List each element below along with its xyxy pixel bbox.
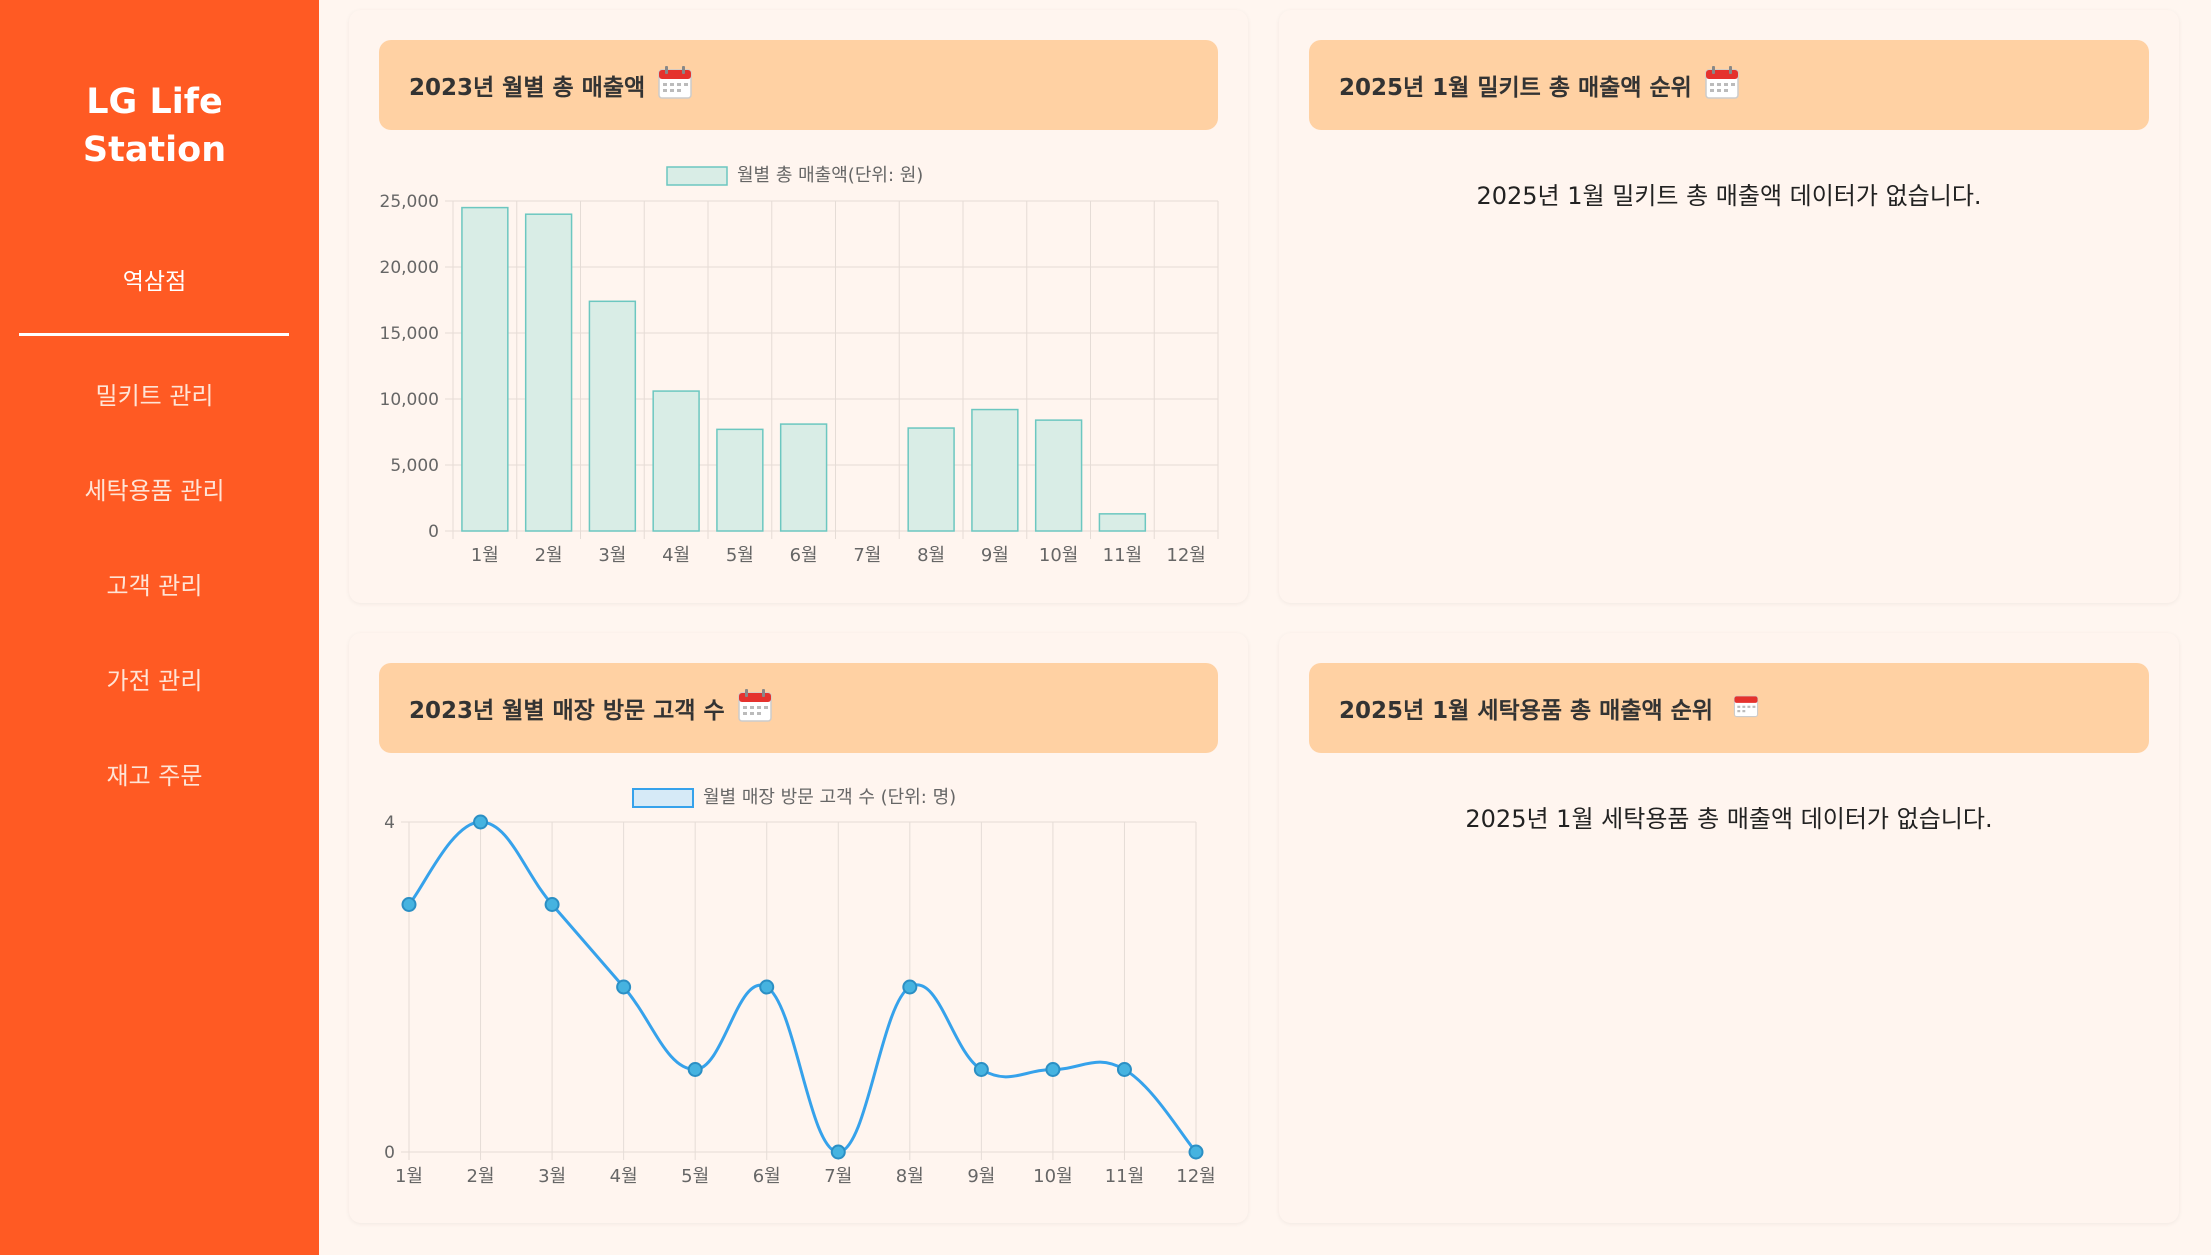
x-tick-label: 2월: [467, 1166, 495, 1187]
x-tick-label: 6월: [753, 1166, 781, 1187]
y-tick-label: 25,000: [380, 192, 439, 212]
bar: [1098, 513, 1147, 532]
bar: [779, 423, 828, 532]
monthly-visitors-title: 2023년 월별 매장 방문 고객 수: [409, 698, 725, 724]
sidebar-item-stock-order[interactable]: 재고 주문: [106, 762, 203, 790]
x-tick-label: 7월: [824, 1166, 852, 1187]
y-tick-label: 10,000: [380, 390, 439, 410]
bar: [588, 300, 637, 532]
data-point: [687, 1062, 703, 1077]
x-tick-label: 9월: [981, 545, 1009, 566]
bar: [907, 427, 955, 532]
data-point: [973, 1062, 989, 1077]
x-tick-label: 4월: [610, 1166, 638, 1187]
laundry-rank-header: 2025년 1월 세탁용품 총 매출액 순위: [1309, 663, 2149, 753]
calendar-icon: [737, 687, 773, 729]
sidebar: LG Life Station 역삼점 밀키트 관리 세탁용품 관리 고객 관리…: [0, 0, 319, 1255]
data-point: [759, 979, 775, 995]
x-tick-label: 12월: [1176, 1166, 1215, 1187]
laundry-rank-card: 2025년 1월 세탁용품 총 매출액 순위 2025년 1월 세탁용품 총 매…: [1279, 633, 2179, 1223]
x-tick-label: 9월: [967, 1166, 995, 1187]
x-tick-label: 4월: [662, 545, 690, 566]
monthly-sales-card: 2023년 월별 총 매출액 월별 총 매출액(단위: 원) 0 5,000 10,0…: [349, 10, 1248, 603]
x-tick-label: 1월: [395, 1166, 423, 1187]
monthly-sales-title: 2023년 월별 총 매출액: [409, 75, 646, 101]
legend-label: 월별 매장 방문 고객 수 (단위: 명): [703, 787, 956, 808]
bar: [652, 390, 700, 532]
brand-line-2: Station: [82, 130, 227, 170]
monthly-sales-chart: 월별 총 매출액(단위: 원) 0 5,000 10,000 15,000 20,000 2…: [380, 165, 1219, 566]
mealkit-rank-header: 2025년 1월 밀키트 총 매출액 순위: [1309, 40, 2149, 130]
bar: [971, 408, 1019, 532]
mealkit-empty-message: 2025년 1월 밀키트 총 매출액 데이터가 없습니다.: [1476, 182, 1982, 210]
sidebar-item-mealkit[interactable]: 밀키트 관리: [95, 382, 214, 410]
visitors-line: [407, 820, 1198, 1154]
bar: [461, 206, 509, 532]
sidebar-item-laundry[interactable]: 세탁용품 관리: [84, 477, 225, 505]
x-tick-label: 5월: [681, 1166, 709, 1187]
bar: [716, 428, 764, 532]
sidebar-item-appliances[interactable]: 가전 관리: [106, 667, 203, 695]
sidebar-divider: [19, 333, 289, 336]
x-tick-label: 2월: [535, 545, 563, 566]
monthly-visitors-header: 2023년 월별 매장 방문 고객 수: [379, 663, 1218, 753]
store-name: 역삼점: [122, 269, 187, 295]
x-tick-label: 11월: [1105, 1166, 1144, 1187]
x-tick-label: 6월: [790, 545, 818, 566]
x-tick-label: 3월: [598, 545, 626, 566]
x-tick-label: 8월: [917, 545, 945, 566]
brand-line-1: LG Life: [86, 82, 223, 122]
monthly-sales-header: 2023년 월별 총 매출액: [379, 40, 1218, 130]
data-point: [473, 814, 489, 830]
data-point: [1045, 1062, 1061, 1077]
calendar-icon: [1704, 64, 1740, 106]
legend-swatch: [666, 166, 728, 186]
x-tick-label: 3월: [538, 1166, 566, 1187]
monthly-visitors-chart: 월별 매장 방문 고객 수 (단위: 명) 0 4 1월 2월 3월 4월 5월 6월 7월 8월 9…: [384, 787, 1216, 1187]
mealkit-rank-title: 2025년 1월 밀키트 총 매출액 순위: [1339, 75, 1692, 101]
x-tick-label: 12월: [1166, 545, 1205, 566]
bar: [524, 213, 573, 532]
y-tick-label: 5,000: [390, 456, 439, 476]
y-tick-label: 0: [428, 522, 439, 542]
legend-label: 월별 총 매출액(단위: 원): [737, 165, 923, 186]
data-point: [544, 897, 560, 912]
data-point: [902, 979, 918, 995]
calendar-icon: [1733, 692, 1759, 724]
y-tick-label: 0: [384, 1143, 395, 1163]
y-tick-label: 20,000: [380, 258, 439, 278]
monthly-visitors-card: 2023년 월별 매장 방문 고객 수 월별 매장 방문 고객 수 (단위: 명…: [349, 633, 1248, 1223]
x-tick-label: 10월: [1033, 1166, 1072, 1187]
legend-swatch: [632, 788, 694, 808]
brand-logo[interactable]: LG Life Station: [0, 78, 309, 174]
laundry-rank-title: 2025년 1월 세탁용품 총 매출액 순위: [1339, 698, 1713, 724]
mealkit-rank-card: 2025년 1월 밀키트 총 매출액 순위 2025년 1월 밀키트 총 매출액…: [1279, 10, 2179, 603]
data-point: [1188, 1144, 1204, 1160]
x-tick-label: 8월: [896, 1166, 924, 1187]
x-tick-label: 7월: [853, 545, 881, 566]
laundry-empty-message: 2025년 1월 세탁용품 총 매출액 데이터가 없습니다.: [1465, 805, 1993, 833]
data-point: [1116, 1062, 1132, 1077]
bar: [1034, 419, 1083, 532]
data-point: [830, 1144, 846, 1160]
x-tick-label: 10월: [1039, 545, 1078, 566]
x-tick-label: 1월: [471, 545, 499, 566]
calendar-icon: [657, 64, 693, 106]
data-point: [401, 897, 417, 912]
y-tick-label: 15,000: [380, 324, 439, 344]
x-tick-label: 5월: [726, 545, 754, 566]
x-tick-label: 11월: [1103, 545, 1142, 566]
sidebar-item-customers[interactable]: 고객 관리: [106, 572, 203, 600]
data-point: [616, 979, 632, 995]
y-tick-label: 4: [384, 813, 395, 833]
